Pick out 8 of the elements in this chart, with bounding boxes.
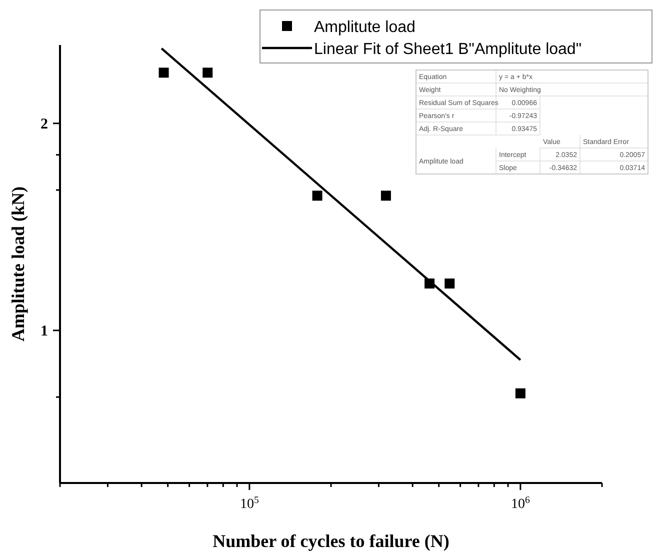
legend-label: Linear Fit of Sheet1 B"Amplitute load" [314, 41, 582, 58]
legend-label: Amplitute load [314, 19, 416, 36]
y-tick-label: 2 [40, 116, 48, 132]
y-tick-label: 1 [40, 323, 48, 340]
y-axis-title: Amplitute load (kN) [8, 186, 28, 342]
x-tick-label: 10$^{5}$ [240, 494, 259, 512]
x-tick-label: 10$^{6}$ [510, 494, 530, 512]
x-axis-title: Number of cycles to failure (N) [212, 531, 450, 551]
